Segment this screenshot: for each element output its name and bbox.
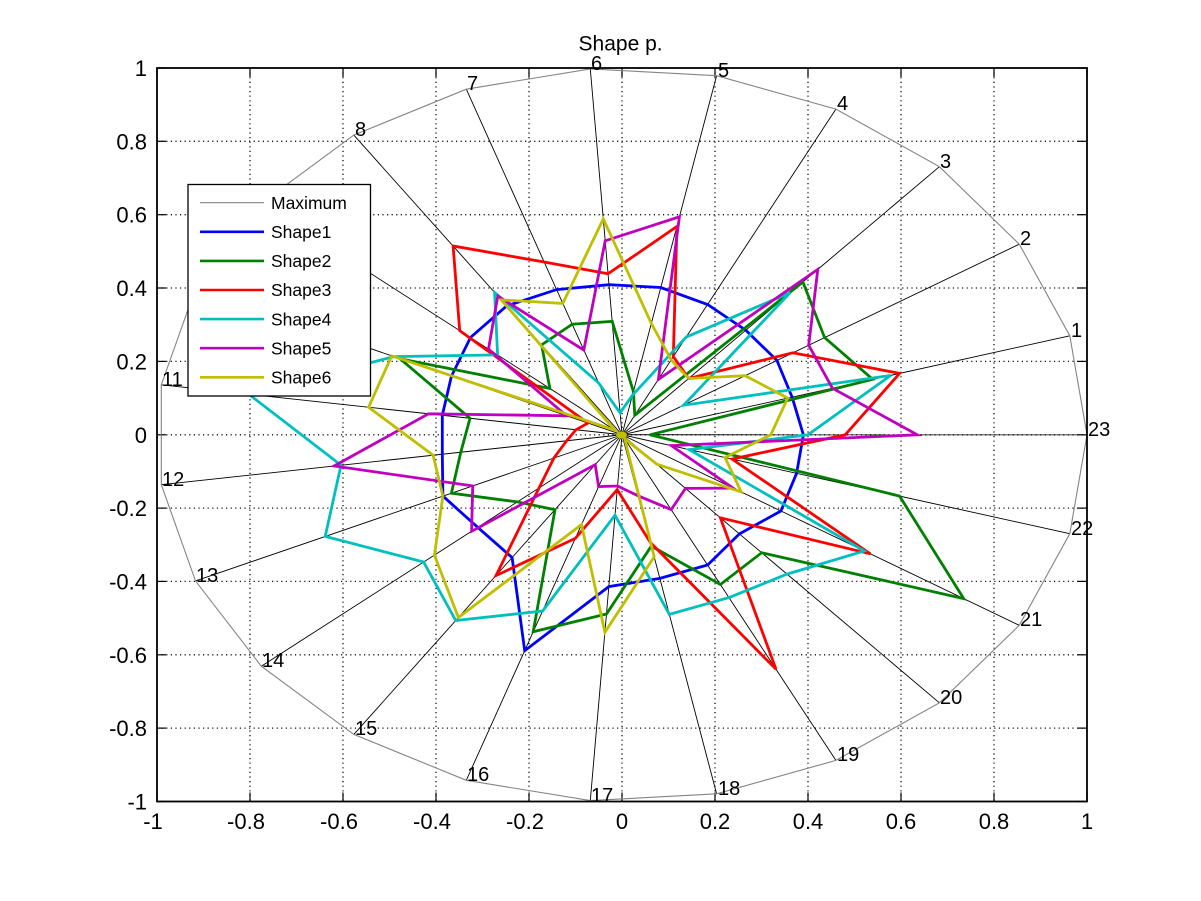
svg-text:0: 0 — [135, 423, 147, 448]
svg-text:0.4: 0.4 — [116, 276, 147, 301]
svg-text:-0.2: -0.2 — [506, 809, 544, 834]
svg-text:3: 3 — [940, 151, 951, 173]
svg-text:Shape p.: Shape p. — [579, 33, 663, 56]
svg-text:1: 1 — [1071, 320, 1082, 342]
svg-text:1: 1 — [135, 56, 147, 81]
svg-text:8: 8 — [355, 119, 366, 141]
svg-text:0.2: 0.2 — [116, 349, 147, 374]
svg-text:20: 20 — [940, 687, 962, 709]
svg-text:18: 18 — [718, 778, 740, 800]
svg-text:13: 13 — [196, 565, 218, 587]
svg-text:0: 0 — [616, 809, 628, 834]
svg-text:7: 7 — [467, 73, 478, 95]
svg-text:14: 14 — [262, 650, 284, 672]
svg-text:0.8: 0.8 — [116, 129, 147, 154]
svg-text:-0.2: -0.2 — [109, 496, 147, 521]
svg-text:4: 4 — [837, 93, 848, 115]
svg-text:-0.4: -0.4 — [413, 809, 451, 834]
svg-text:-1: -1 — [127, 790, 147, 815]
svg-text:2: 2 — [1020, 228, 1031, 250]
svg-text:Shape3: Shape3 — [271, 280, 331, 300]
svg-text:Shape5: Shape5 — [271, 338, 331, 358]
svg-text:0.2: 0.2 — [700, 809, 731, 834]
svg-text:1: 1 — [1081, 809, 1093, 834]
svg-text:22: 22 — [1071, 518, 1093, 540]
svg-text:15: 15 — [355, 718, 377, 740]
svg-text:5: 5 — [718, 60, 729, 82]
svg-text:Maximum: Maximum — [271, 193, 347, 213]
svg-text:-0.4: -0.4 — [109, 570, 147, 595]
svg-text:17: 17 — [591, 785, 613, 807]
svg-text:-1: -1 — [143, 809, 163, 834]
svg-text:0.6: 0.6 — [116, 203, 147, 228]
svg-text:16: 16 — [467, 764, 489, 786]
svg-text:-0.6: -0.6 — [109, 643, 147, 668]
svg-text:0.4: 0.4 — [793, 809, 824, 834]
svg-text:-0.8: -0.8 — [109, 716, 147, 741]
svg-text:0.8: 0.8 — [979, 809, 1010, 834]
svg-text:6: 6 — [591, 53, 602, 75]
svg-text:12: 12 — [162, 469, 184, 491]
svg-text:Shape4: Shape4 — [271, 309, 332, 329]
svg-text:21: 21 — [1020, 609, 1042, 631]
svg-text:Shape2: Shape2 — [271, 251, 331, 271]
svg-text:11: 11 — [162, 369, 183, 391]
svg-text:19: 19 — [837, 744, 859, 766]
svg-text:0.6: 0.6 — [886, 809, 917, 834]
svg-text:Shape1: Shape1 — [271, 222, 331, 242]
svg-text:Shape6: Shape6 — [271, 368, 331, 388]
svg-text:23: 23 — [1088, 419, 1110, 441]
svg-text:-0.6: -0.6 — [320, 809, 358, 834]
svg-text:-0.8: -0.8 — [227, 809, 265, 834]
